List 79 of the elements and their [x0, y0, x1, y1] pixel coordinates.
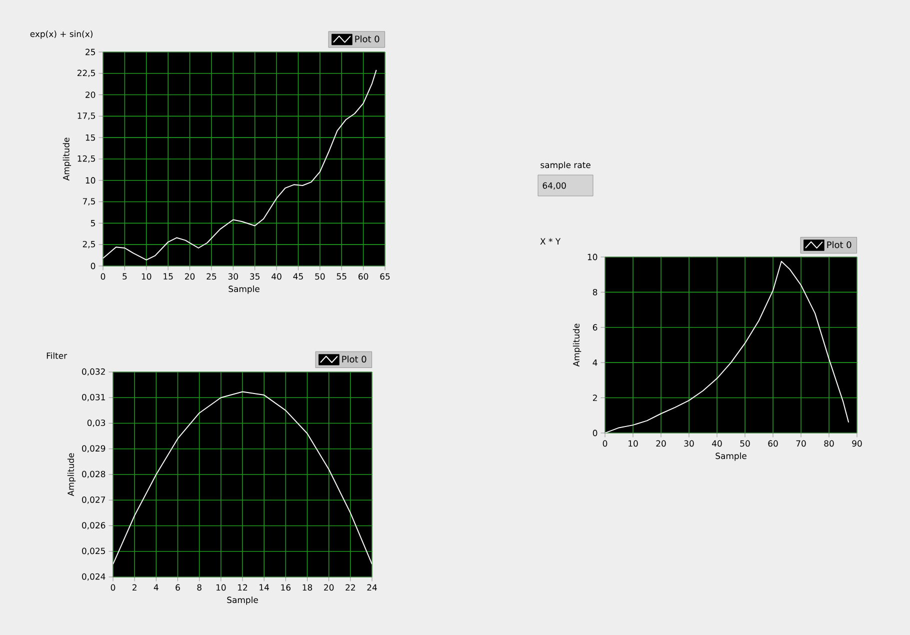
y-tick-label: 0,027	[82, 496, 106, 504]
legend-label: Plot 0	[355, 35, 380, 42]
x-tick-label: 14	[260, 584, 269, 590]
y-tick-label: 8	[592, 288, 598, 296]
y-tick-label: 7,5	[82, 198, 95, 206]
x-tick-label: 40	[272, 273, 282, 280]
x-tick-label: 40	[712, 440, 722, 447]
y-axis-title: Amplitude	[67, 453, 76, 496]
x-tick-label: 35	[250, 273, 260, 280]
x-tick-label: 30	[228, 273, 238, 280]
y-tick-label: 10	[86, 177, 96, 184]
x-tick-label: 50	[315, 273, 325, 280]
x-tick-label: 50	[740, 440, 750, 447]
y-tick-label: 10	[588, 254, 598, 260]
x-axis-title: Sample	[716, 452, 746, 461]
text: 64,00	[542, 182, 566, 190]
legend-label: Plot 0	[342, 356, 366, 363]
x-tick-label: 25	[206, 273, 216, 280]
text: sample rate	[540, 162, 590, 170]
x-axis-title: Sample	[228, 286, 260, 294]
chart-title: Filter	[46, 352, 68, 359]
y-tick-label: 5	[91, 220, 95, 226]
line-series	[605, 260, 850, 433]
x-tick-label: 22	[346, 584, 355, 591]
x-tick-label: 10	[628, 440, 638, 447]
x-tick-label: 60	[768, 440, 778, 447]
chart-title: exp(x) + sin(x)	[30, 30, 92, 39]
y-tick-label: 17,5	[78, 112, 95, 120]
y-tick-label: 0,026	[82, 522, 106, 530]
x-tick-label: 16	[281, 584, 291, 591]
x-tick-label: 18	[302, 584, 312, 591]
y-tick-label: 20	[86, 92, 96, 98]
x-tick-label: 2	[132, 584, 136, 591]
x-tick-label: 20	[185, 273, 195, 280]
x-tick-label: 30	[684, 440, 694, 447]
line-series	[103, 69, 377, 260]
x-tick-label: 20	[656, 440, 666, 447]
x-tick-label: 60	[358, 273, 368, 280]
x-tick-label: 0	[602, 440, 608, 447]
y-tick-label: 2	[592, 394, 597, 401]
x-tick-label: 10	[142, 273, 152, 280]
x-tick-label: 24	[367, 584, 377, 591]
x-tick-label: 70	[796, 440, 806, 447]
x-tick-label: 0	[110, 584, 116, 591]
x-tick-label: 45	[293, 273, 303, 280]
y-tick-label: 0,032	[82, 368, 105, 376]
x-tick-label: 12	[238, 584, 248, 591]
legend-label: Plot 0	[827, 241, 852, 248]
y-tick-label: 0	[592, 430, 598, 436]
y-axis-title: Amplitude	[572, 324, 582, 367]
y-axis-title: Amplitude	[62, 138, 72, 181]
y-tick-label: 0	[90, 262, 96, 270]
x-tick-label: 80	[824, 440, 834, 447]
y-tick-label: 22,5	[78, 70, 95, 78]
y-tick-label: 0,029	[82, 445, 106, 452]
x-tick-label: 5	[122, 273, 127, 280]
y-tick-label: 2,5	[82, 240, 95, 248]
y-tick-label: 6	[592, 324, 598, 331]
y-tick-label: 0,031	[82, 394, 105, 402]
line-series	[113, 391, 372, 565]
x-tick-label: 10	[216, 584, 226, 591]
y-tick-label: 25	[86, 48, 95, 56]
y-tick-label: 0,025	[82, 548, 105, 555]
y-tick-label: 4	[592, 360, 598, 366]
x-tick-label: 65	[380, 273, 390, 280]
x-tick-label: 90	[852, 440, 862, 447]
x-tick-label: 8	[197, 584, 202, 591]
y-tick-label: 0,028	[82, 470, 106, 478]
x-tick-label: 6	[176, 584, 180, 591]
y-tick-label: 0,03	[87, 420, 106, 427]
x-axis-title: Sample	[227, 596, 258, 605]
x-tick-label: 15	[164, 273, 173, 280]
chart-title: X * Y	[540, 238, 561, 244]
y-tick-label: 15	[86, 134, 95, 141]
x-tick-label: 20	[324, 584, 334, 591]
x-tick-label: 55	[336, 273, 346, 280]
y-tick-label: 0,024	[82, 573, 106, 581]
y-tick-label: 12,5	[78, 155, 95, 163]
x-tick-label: 4	[154, 584, 158, 590]
